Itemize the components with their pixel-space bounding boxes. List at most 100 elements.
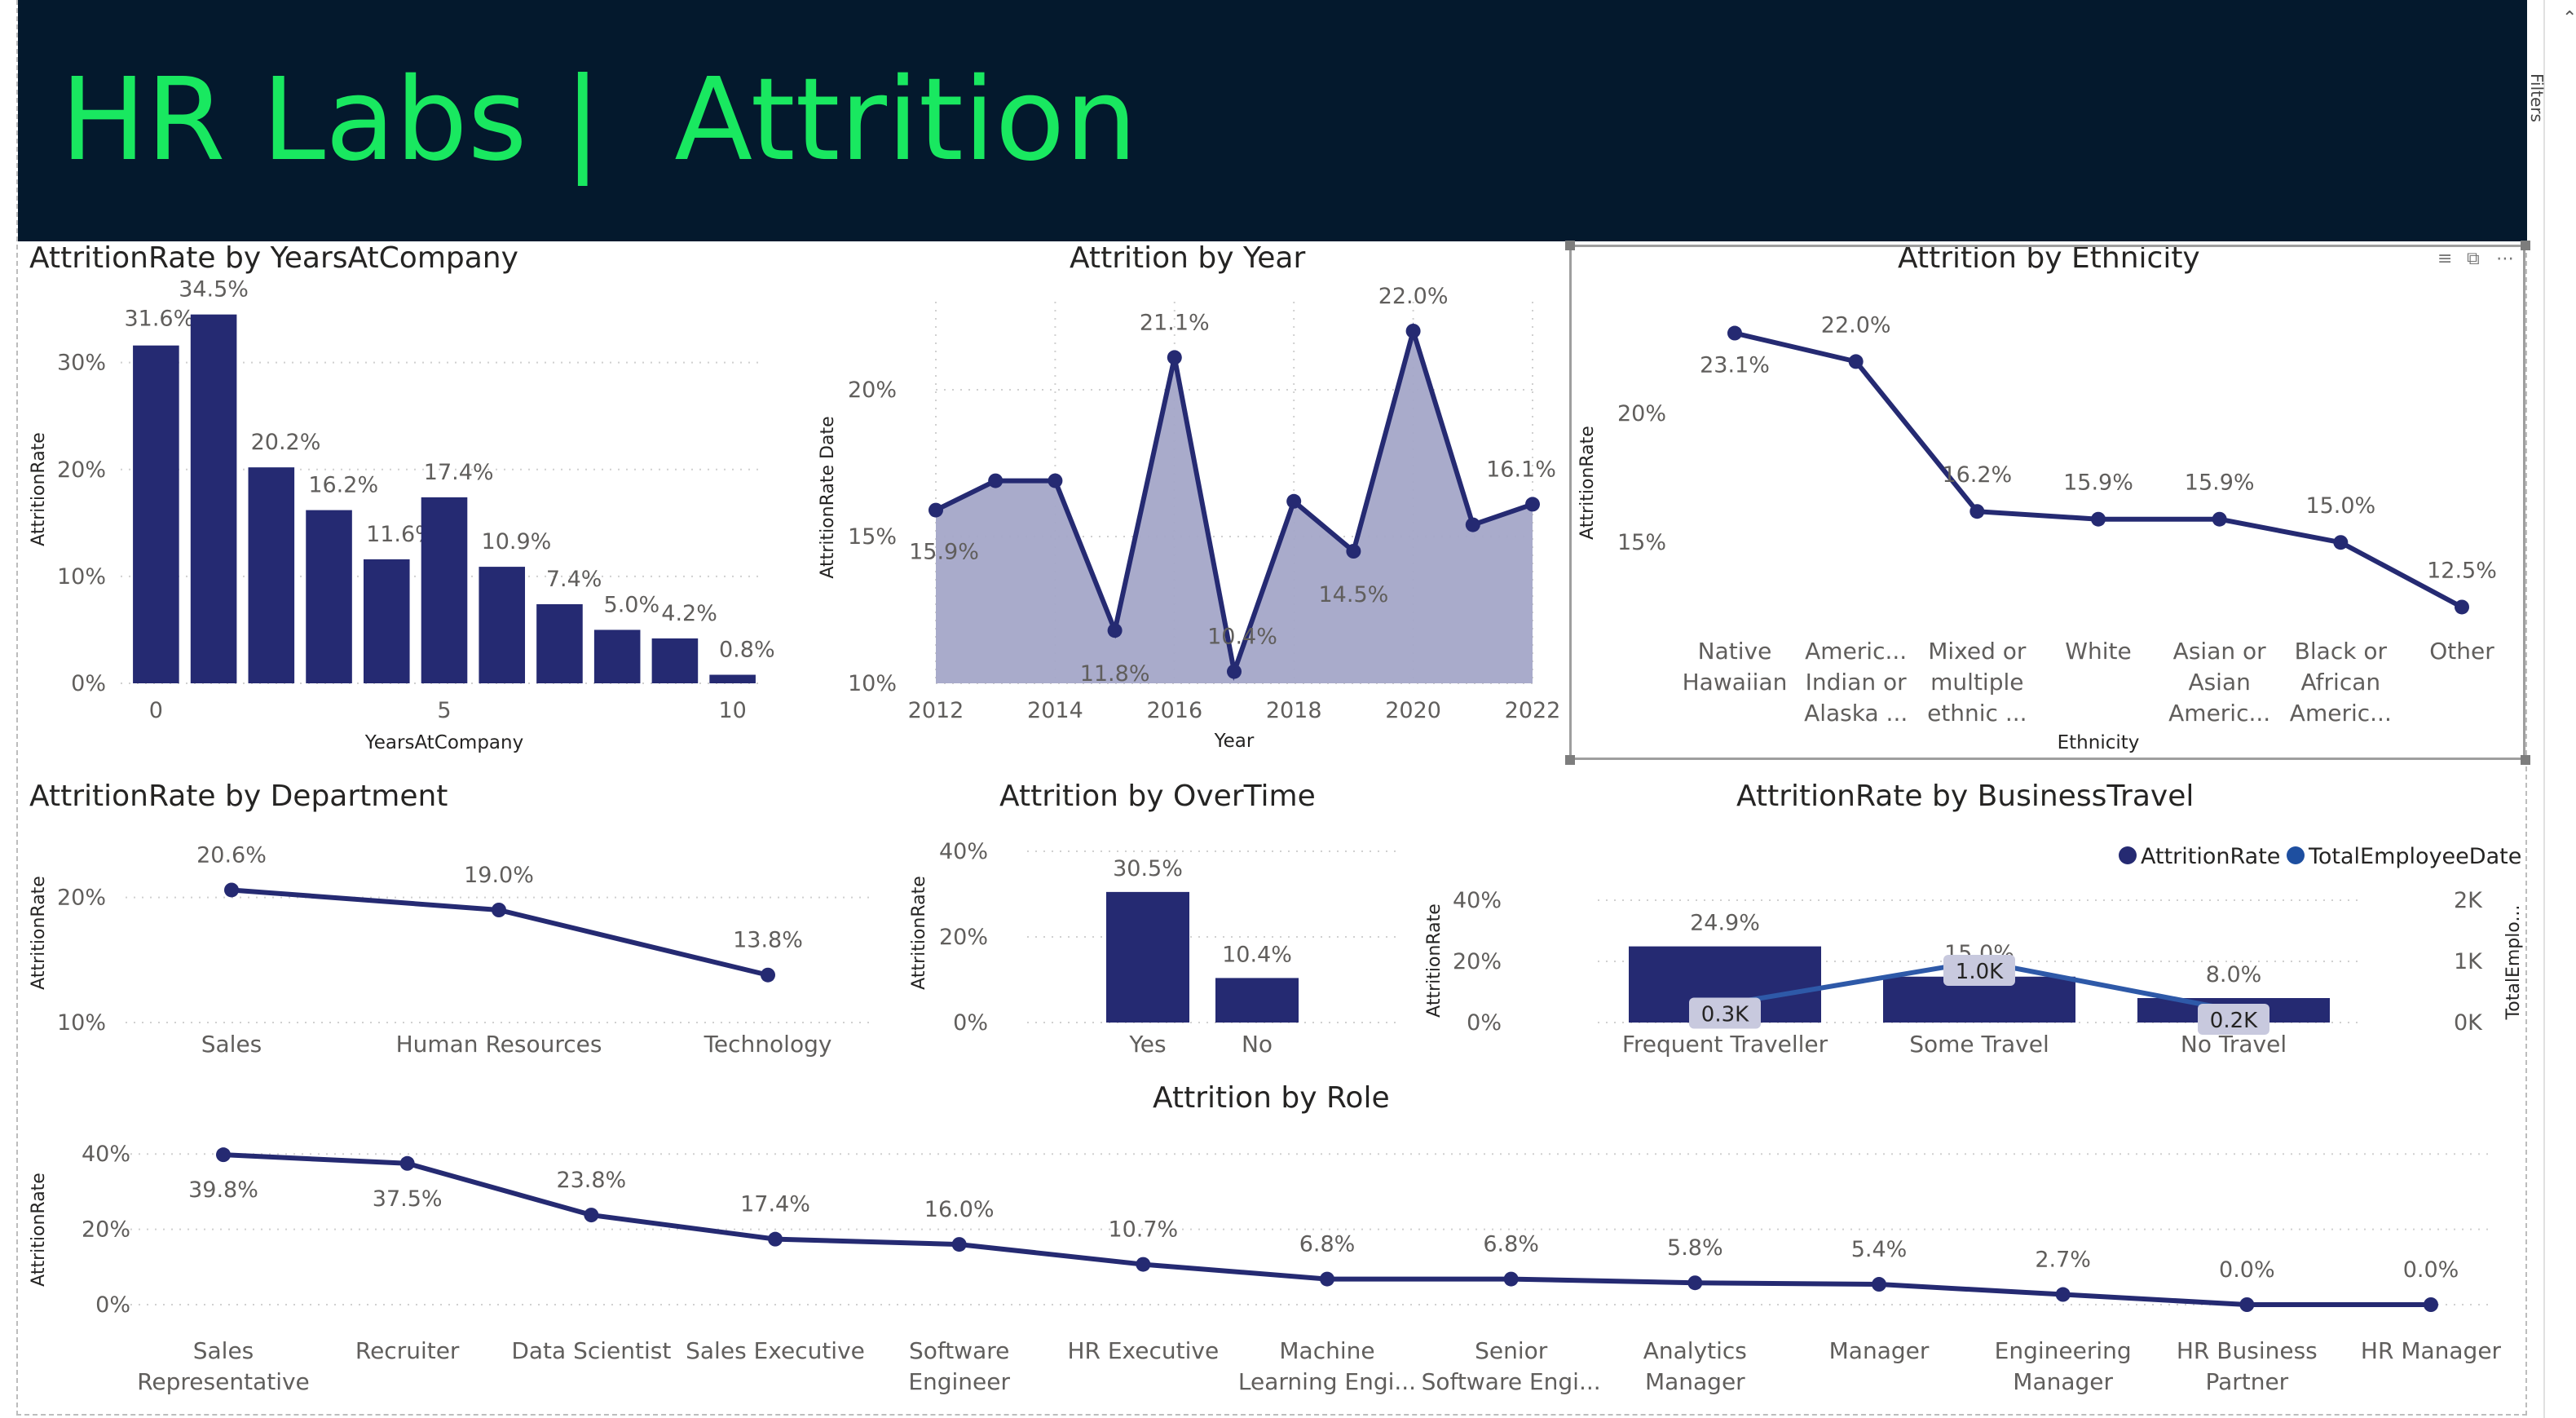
x-tick-label: HR Manager <box>2361 1337 2502 1364</box>
filter-icon[interactable]: ≡ <box>2437 249 2453 269</box>
data-label: 15.9% <box>2063 470 2133 496</box>
data-label: 6.8% <box>1483 1232 1539 1257</box>
filters-pane[interactable] <box>2543 0 2576 1418</box>
y-axis-label: AttritionRate <box>29 432 49 546</box>
selected-visual-frame[interactable] <box>1569 245 2525 760</box>
data-point <box>492 903 506 917</box>
bar <box>306 510 352 683</box>
data-point <box>1687 1275 1703 1291</box>
x-tick-label: Data Scientist <box>511 1337 671 1364</box>
data-label: 23.1% <box>1700 353 1770 378</box>
area-fill <box>936 331 1533 683</box>
y-axis-label: AttritionRate <box>1424 903 1445 1018</box>
data-point <box>1048 473 1063 488</box>
data-point <box>1872 1277 1886 1292</box>
y2-tick-label: 1K <box>2454 949 2483 974</box>
data-point <box>2091 511 2106 527</box>
chart-title-role: Attrition by Role <box>1153 1081 1390 1115</box>
legend-marker <box>2119 846 2137 864</box>
data-point <box>1107 623 1123 638</box>
data-label: 23.8% <box>556 1168 626 1193</box>
bar <box>421 497 468 683</box>
x-tick-label: African <box>2301 669 2381 696</box>
data-label: 4.2% <box>661 601 717 626</box>
bar <box>709 674 756 683</box>
data-point <box>1848 354 1864 369</box>
chart-title-overtime: Attrition by OverTime <box>999 780 1316 813</box>
y-tick-label: 20% <box>1453 949 1502 974</box>
resize-handle[interactable] <box>1565 755 1575 765</box>
more-options-icon[interactable]: ⋯ <box>2496 249 2514 269</box>
chevron-up-icon[interactable]: ⌃ <box>2562 8 2576 29</box>
y-tick-label: 20% <box>57 457 106 483</box>
x-tick-label: 2014 <box>1027 698 1083 723</box>
data-label: 11.8% <box>1080 661 1150 687</box>
data-label: 14.5% <box>1319 582 1389 607</box>
x-tick-label: Learning Engi... <box>1238 1368 1416 1395</box>
x-tick-label: Engineer <box>908 1368 1010 1395</box>
y-tick-label: 0% <box>71 671 106 696</box>
data-label: 10.7% <box>1108 1217 1178 1243</box>
x-tick-label: Software Engi... <box>1422 1368 1601 1395</box>
y-tick-label: 20% <box>1617 401 1666 426</box>
data-point <box>2424 1297 2438 1312</box>
y2-tick-label: 0K <box>2454 1010 2483 1036</box>
data-label: 15.9% <box>2185 470 2255 496</box>
data-label: 15.9% <box>909 540 979 565</box>
x-tick-label: Sales <box>193 1337 254 1364</box>
x-tick-label: Alaska ... <box>1804 700 1908 727</box>
data-point <box>2239 1297 2255 1312</box>
data-point <box>1320 1271 1334 1287</box>
resize-handle[interactable] <box>2521 755 2530 765</box>
data-point <box>761 967 775 983</box>
x-tick-label: Mixed or <box>1928 638 2027 665</box>
x-tick-label: Technology <box>704 1031 832 1058</box>
data-label: 7.4% <box>546 567 602 592</box>
y-tick-label: 10% <box>57 1010 106 1036</box>
data-label: 0.0% <box>2219 1257 2275 1283</box>
data-point <box>2055 1287 2071 1302</box>
x-tick-label: Frequent Traveller <box>1622 1031 1828 1058</box>
data-point <box>584 1208 599 1223</box>
data-label: 10.9% <box>482 529 552 554</box>
data-label: 21.1% <box>1140 310 1210 335</box>
y-axis-label: AttritionRate <box>1577 426 1598 540</box>
data-label: 5.4% <box>1851 1237 1908 1262</box>
bar <box>248 467 295 683</box>
y-tick-label: 20% <box>57 886 106 911</box>
data-label: 13.8% <box>733 928 803 953</box>
data-label: 22.0% <box>1821 312 1891 338</box>
data-point <box>1969 504 1985 519</box>
x-tick-label: No <box>1242 1031 1273 1058</box>
bar <box>1106 891 1189 1023</box>
legend-label: TotalEmployeeDate <box>2308 844 2521 869</box>
y-tick-label: 40% <box>1453 888 1502 913</box>
data-label: 20.2% <box>251 430 321 455</box>
focus-mode-icon[interactable]: ⧉ <box>2467 249 2480 269</box>
bar <box>133 345 179 683</box>
x-tick-label: Manager <box>2013 1368 2113 1395</box>
data-label: 0.8% <box>719 638 775 663</box>
chart-title-department: AttritionRate by Department <box>29 780 448 813</box>
legend-marker <box>2287 846 2305 864</box>
x-tick-label: Analytics <box>1643 1337 1747 1364</box>
x-tick-label: Hawaiian <box>1683 669 1788 696</box>
y-tick-label: 20% <box>848 378 897 403</box>
resize-handle[interactable] <box>1565 241 1575 250</box>
x-tick-label: HR Executive <box>1067 1337 1219 1364</box>
x-tick-label: HR Business <box>2177 1337 2318 1364</box>
data-label: 0.3K <box>1701 1003 1749 1027</box>
x-tick-label: Sales Executive <box>686 1337 865 1364</box>
data-label: 0.0% <box>2403 1257 2459 1283</box>
x-tick-label: 5 <box>437 698 451 723</box>
y-tick-label: 15% <box>848 524 897 550</box>
x-tick-label: Human Resources <box>396 1031 602 1058</box>
legend-label: AttritionRate <box>2141 844 2280 869</box>
y-tick-label: 15% <box>1617 530 1666 555</box>
x-tick-label: Americ... <box>2168 700 2270 727</box>
resize-handle[interactable] <box>2521 241 2530 250</box>
x-tick-label: 2016 <box>1146 698 1202 723</box>
data-label: 19.0% <box>464 863 534 888</box>
x-tick-label: 2012 <box>908 698 964 723</box>
report-title: HR Labs | Attrition <box>60 54 1138 187</box>
